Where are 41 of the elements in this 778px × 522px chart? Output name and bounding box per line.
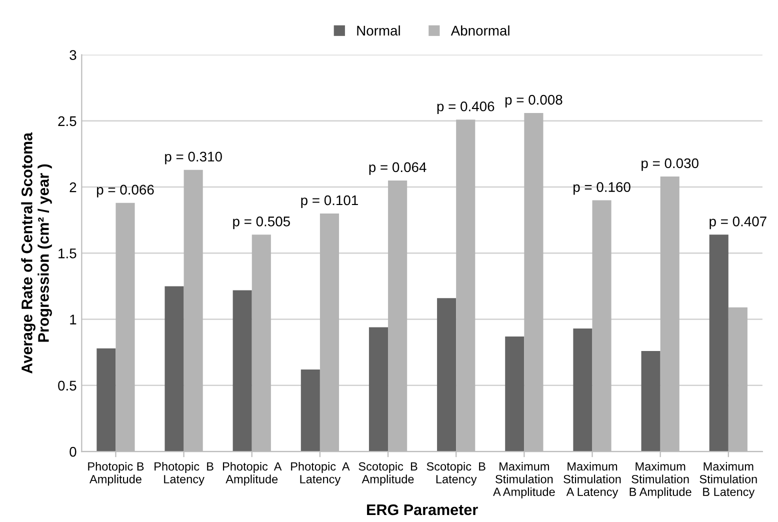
y-tick-label: 2 — [70, 182, 76, 192]
legend-label: Abnormal — [450, 25, 510, 36]
x-tick-label: Scotopic B Latency — [426, 462, 486, 486]
x-tick-label: Photopic A Latency — [291, 462, 350, 486]
annotation: p = 0.101 — [301, 195, 358, 208]
y-tick-label: 3 — [70, 50, 76, 60]
x-tick-label: Maximum Stimulation B Amplitude — [630, 462, 692, 498]
x-tick-label: Maximum Stimulation B Latency — [700, 462, 757, 498]
bar — [573, 328, 592, 452]
annotation: p = 0.407 — [710, 216, 766, 230]
bar — [96, 348, 116, 452]
annotation: p = 0.030 — [642, 158, 698, 171]
bar — [641, 351, 660, 452]
x-tick-label: Photopic B Amplitude — [88, 462, 144, 486]
annotation: p = 0.008 — [505, 94, 562, 108]
y-tick-label: 1.5 — [58, 248, 76, 258]
bar — [505, 336, 524, 452]
annotation: p = 0.160 — [574, 182, 630, 195]
y-tick-label: 1 — [70, 314, 76, 324]
bar — [164, 286, 184, 452]
y-tick-label: 0 — [70, 446, 76, 457]
annotation: p = 0.505 — [233, 216, 290, 230]
annotation: p = 0.310 — [165, 152, 222, 164]
x-axis-title: ERG Parameter — [367, 504, 478, 516]
y-axis-title: Average Rate of Central Scotoma Progression (cm² / year ) — [21, 132, 52, 374]
bar — [368, 327, 388, 452]
annotation: p = 0.066 — [97, 184, 154, 198]
y-tick-label: 2.5 — [58, 116, 76, 126]
x-tick-label: Maximum Stimulation A Latency — [564, 462, 621, 498]
annotation: p = 0.064 — [369, 162, 426, 175]
bar — [300, 370, 320, 452]
bar — [232, 290, 252, 452]
bar — [709, 234, 728, 452]
x-tick-label: Photopic B Latency — [154, 462, 214, 486]
annotation: p = 0.406 — [437, 101, 494, 114]
x-tick-label: Scotopic B Amplitude — [358, 462, 418, 486]
legend-label: Normal — [357, 25, 400, 36]
x-tick-label: Maximum Stimulation A Amplitude — [493, 462, 555, 498]
bar — [437, 298, 456, 452]
y-tick-label: 0.5 — [58, 380, 76, 391]
x-tick-label: Photopic A Amplitude — [222, 462, 282, 486]
